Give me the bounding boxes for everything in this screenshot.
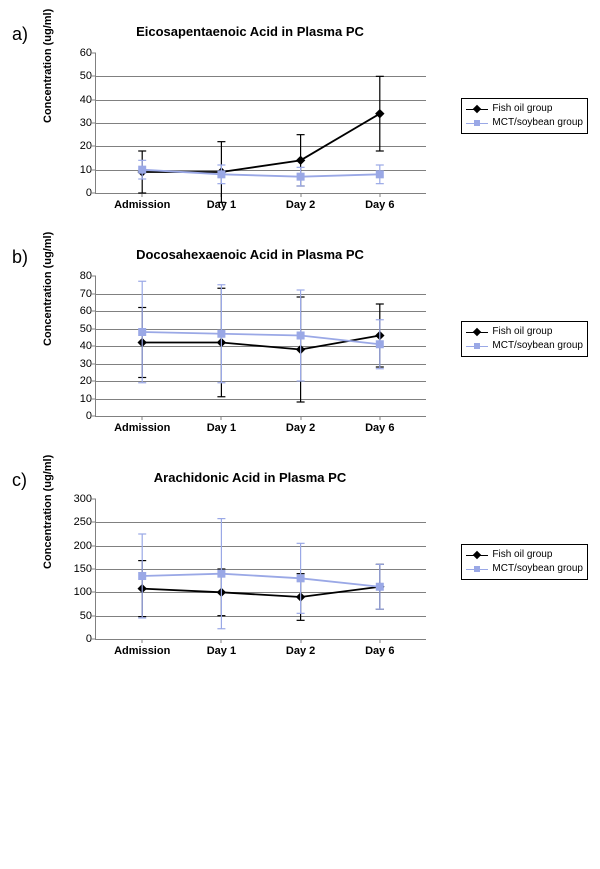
figure: a) Eicosapentaenoic Acid in Plasma PC Conc… [10, 24, 590, 679]
ytick-label: 40 [80, 340, 96, 352]
legend-label: MCT/soybean group [492, 116, 583, 130]
panel-b: b)Docosahexaenoic Acid in Plasma PCConce… [10, 247, 590, 456]
series-svg [96, 276, 426, 416]
chart-area: Concentration (ug/ml)01020304050607080Ad… [40, 266, 590, 456]
legend-label: Fish oil group [492, 325, 552, 339]
series-series2 [138, 519, 384, 629]
legend: Fish oil groupMCT/soybean group [461, 321, 588, 357]
legend-swatch [466, 118, 488, 128]
legend-item-series1: Fish oil group [466, 102, 583, 116]
ytick-label: 30 [80, 117, 96, 129]
xtick-label: Day 1 [207, 416, 236, 434]
ytick-label: 20 [80, 375, 96, 387]
panel-label: a) [12, 24, 28, 45]
series-svg [96, 53, 426, 193]
ytick-label: 0 [86, 187, 96, 199]
xtick-label: Day 2 [286, 639, 315, 657]
plot: 01020304050607080AdmissionDay 1Day 2Day … [95, 276, 426, 417]
plot: 0102030405060AdmissionDay 1Day 2Day 6 [95, 53, 426, 194]
ytick-label: 300 [74, 493, 96, 505]
series-svg [96, 499, 426, 639]
legend-item-series1: Fish oil group [466, 548, 583, 562]
ytick-label: 50 [80, 323, 96, 335]
series-series2 [138, 281, 384, 383]
legend-swatch [466, 564, 488, 574]
legend: Fish oil groupMCT/soybean group [461, 98, 588, 134]
ytick-label: 60 [80, 47, 96, 59]
legend-label: Fish oil group [492, 548, 552, 562]
ytick-label: 250 [74, 516, 96, 528]
chart-area: Concentration (ug/ml)0102030405060Admiss… [40, 43, 590, 233]
legend-item-series2: MCT/soybean group [466, 116, 583, 130]
ytick-label: 40 [80, 94, 96, 106]
ytick-label: 50 [80, 610, 96, 622]
ytick-label: 30 [80, 358, 96, 370]
ytick-label: 50 [80, 70, 96, 82]
xtick-label: Day 2 [286, 193, 315, 211]
series-series1 [138, 561, 384, 621]
y-axis-label: Concentration (ug/ml) [42, 455, 54, 569]
xtick-label: Day 6 [365, 193, 394, 211]
chart-title: Docosahexaenoic Acid in Plasma PC [70, 247, 430, 262]
xtick-label: Day 2 [286, 416, 315, 434]
ytick-label: 150 [74, 563, 96, 575]
series-series2 [138, 160, 384, 186]
y-axis-label: Concentration (ug/ml) [42, 232, 54, 346]
xtick-label: Admission [114, 416, 170, 434]
legend-item-series2: MCT/soybean group [466, 339, 583, 353]
ytick-label: 70 [80, 288, 96, 300]
chart-area: Concentration (ug/ml)050100150200250300A… [40, 489, 590, 679]
chart-title: Eicosapentaenoic Acid in Plasma PC [70, 24, 430, 39]
ytick-label: 80 [80, 270, 96, 282]
xtick-label: Day 6 [365, 416, 394, 434]
panel-label: c) [12, 470, 27, 491]
legend-swatch [466, 327, 488, 337]
legend: Fish oil groupMCT/soybean group [461, 544, 588, 580]
ytick-label: 0 [86, 633, 96, 645]
legend-item-series1: Fish oil group [466, 325, 583, 339]
ytick-label: 60 [80, 305, 96, 317]
ytick-label: 10 [80, 393, 96, 405]
y-axis-label: Concentration (ug/ml) [42, 9, 54, 123]
chart-title: Arachidonic Acid in Plasma PC [70, 470, 430, 485]
legend-swatch [466, 341, 488, 351]
xtick-label: Day 1 [207, 639, 236, 657]
panel-label: b) [12, 247, 28, 268]
panel-c: c)Arachidonic Acid in Plasma PCConcentra… [10, 470, 590, 679]
series-series1 [138, 288, 384, 402]
ytick-label: 100 [74, 586, 96, 598]
series-series1 [138, 76, 384, 202]
panel-a: a)Eicosapentaenoic Acid in Plasma PCConc… [10, 24, 590, 233]
ytick-label: 10 [80, 164, 96, 176]
legend-label: MCT/soybean group [492, 562, 583, 576]
legend-swatch [466, 550, 488, 560]
ytick-label: 20 [80, 140, 96, 152]
legend-label: Fish oil group [492, 102, 552, 116]
xtick-label: Admission [114, 193, 170, 211]
legend-label: MCT/soybean group [492, 339, 583, 353]
plot: 050100150200250300AdmissionDay 1Day 2Day… [95, 499, 426, 640]
legend-item-series2: MCT/soybean group [466, 562, 583, 576]
legend-swatch [466, 104, 488, 114]
ytick-label: 0 [86, 410, 96, 422]
ytick-label: 200 [74, 540, 96, 552]
xtick-label: Day 6 [365, 639, 394, 657]
xtick-label: Admission [114, 639, 170, 657]
